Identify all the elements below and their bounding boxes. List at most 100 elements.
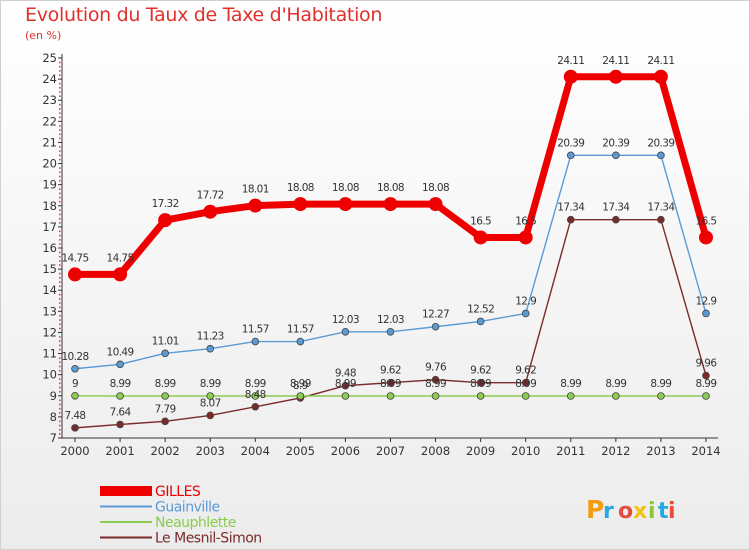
y-tick-label: 12	[42, 325, 57, 339]
data-label: 8.99	[650, 378, 671, 390]
data-point	[521, 392, 530, 400]
y-minor-tick	[59, 61, 61, 64]
data-label: 20.39	[647, 137, 674, 149]
y-minor-tick	[59, 302, 61, 304]
proxiti-logo: Pr o x i t i	[586, 495, 676, 524]
logo-letter: x	[633, 499, 647, 524]
series-line-0	[75, 73, 710, 278]
y-minor-tick	[59, 222, 61, 224]
y-minor-tick	[59, 133, 61, 135]
data-point	[612, 392, 620, 400]
data-point	[206, 411, 215, 420]
data-point	[657, 215, 665, 224]
y-tick-label: 8	[50, 410, 57, 424]
data-point	[161, 392, 169, 400]
data-label: 7.79	[155, 403, 176, 415]
y-minor-tick	[59, 116, 61, 119]
y-minor-tick	[59, 260, 61, 262]
data-label: 9.62	[470, 365, 491, 377]
y-tick-label: 11	[42, 347, 57, 361]
y-minor-tick	[59, 154, 61, 157]
y-minor-tick	[59, 167, 61, 169]
data-label: 8.99	[110, 378, 131, 390]
y-minor-tick	[59, 344, 61, 347]
y-minor-tick	[59, 264, 61, 266]
y-minor-tick	[59, 192, 61, 195]
x-tick-label: 2012	[601, 444, 630, 458]
y-minor-tick	[59, 213, 61, 216]
data-label: 9.62	[380, 365, 401, 377]
data-point	[608, 69, 623, 84]
data-label: 9.76	[425, 362, 447, 374]
y-minor-tick	[59, 179, 61, 182]
data-label: 8.9	[293, 380, 308, 392]
y-tick-label: 25	[42, 51, 57, 65]
data-label: 8.99	[470, 378, 491, 390]
data-point	[566, 215, 575, 224]
data-point	[206, 392, 215, 400]
data-label: 14.75	[107, 252, 134, 264]
data-point	[248, 198, 263, 213]
y-minor-tick	[59, 407, 61, 410]
data-point	[251, 337, 260, 346]
data-point	[653, 69, 668, 84]
y-minor-tick	[59, 82, 61, 85]
data-point	[386, 328, 395, 336]
data-label: 11.23	[197, 331, 224, 343]
x-tick-label: 2009	[466, 444, 495, 458]
data-label: 8.99	[335, 378, 356, 390]
data-label: 12.03	[332, 314, 359, 326]
y-minor-tick	[59, 70, 61, 72]
data-label: 18.08	[422, 182, 449, 194]
y-minor-tick	[59, 230, 61, 233]
legend-label: Le Mesnil-Simon	[155, 531, 262, 547]
data-point	[563, 69, 578, 84]
data-point	[203, 204, 218, 219]
data-label: 16.5	[515, 215, 536, 227]
data-label: 17.32	[152, 198, 179, 210]
y-tick-label: 24	[42, 72, 57, 86]
data-label: 24.11	[647, 55, 674, 67]
data-label: 8.99	[155, 378, 176, 390]
data-point	[702, 309, 710, 318]
data-point	[386, 392, 395, 400]
data-point	[251, 402, 260, 411]
x-tick-label: 2001	[105, 444, 134, 458]
y-minor-tick	[59, 412, 61, 414]
y-minor-tick	[59, 87, 61, 89]
data-point	[518, 230, 533, 245]
x-tick-label: 2011	[556, 444, 585, 458]
data-label: 12.27	[422, 309, 449, 321]
y-minor-tick	[59, 251, 61, 254]
data-point	[341, 328, 350, 336]
data-label: 11.01	[152, 335, 179, 347]
data-label: 16.5	[470, 215, 491, 227]
y-minor-tick	[59, 386, 61, 389]
data-point	[116, 392, 124, 400]
y-minor-tick	[59, 424, 61, 427]
axes: 7 8 9 10 11 12 13 14 15 16 17 18 19 20 21 22 23 24 25 2000 2…	[42, 51, 720, 458]
y-tick-label: 21	[42, 135, 57, 149]
y-minor-tick	[59, 348, 61, 351]
y-minor-tick	[59, 234, 61, 237]
data-label: 17.34	[602, 202, 630, 214]
data-point	[702, 392, 710, 400]
data-label: 8.99	[515, 378, 536, 390]
y-tick-label: 10	[42, 368, 57, 382]
data-point	[657, 151, 665, 160]
y-tick-label: 23	[42, 93, 57, 107]
y-minor-tick	[59, 188, 61, 190]
data-point	[116, 420, 124, 429]
y-tick-label: 7	[50, 431, 57, 445]
data-label: 12.9	[695, 295, 716, 307]
y-minor-tick	[59, 137, 61, 140]
y-minor-tick	[59, 403, 61, 406]
logo-letter: o	[618, 499, 633, 524]
legend-swatch	[100, 486, 152, 496]
data-label: 18.01	[242, 184, 269, 196]
y-tick-label: 15	[42, 262, 57, 276]
y-minor-tick	[59, 108, 61, 110]
y-tick-label: 16	[42, 241, 57, 255]
y-minor-tick	[59, 323, 61, 325]
data-point	[566, 392, 575, 400]
